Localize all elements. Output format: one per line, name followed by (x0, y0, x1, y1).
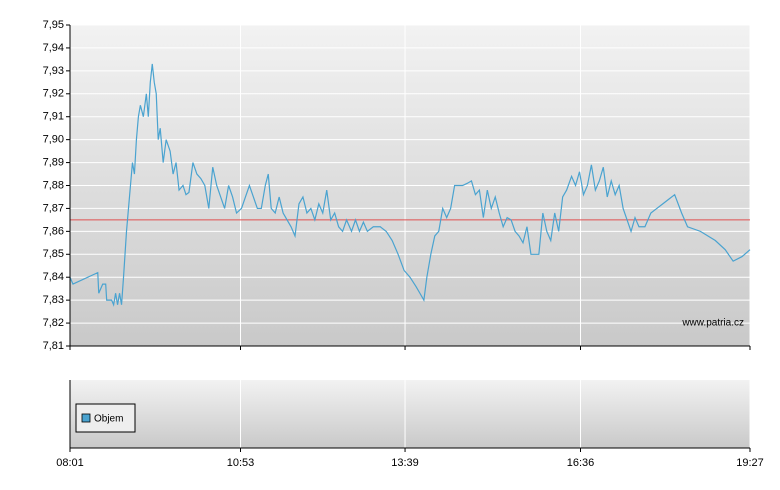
y-tick-label: 7,92 (43, 88, 64, 100)
legend-label: Objem (94, 414, 123, 425)
x-tick-label: 19:27 (736, 457, 764, 469)
y-tick-label: 7,95 (43, 19, 64, 31)
y-tick-label: 7,91 (43, 111, 64, 123)
volume-area (70, 380, 750, 448)
legend-swatch (81, 413, 91, 423)
y-tick-label: 7,87 (43, 202, 64, 214)
watermark: www.patria.cz (681, 318, 744, 329)
y-tick-label: 7,84 (43, 271, 64, 283)
y-tick-label: 7,93 (43, 65, 64, 77)
x-tick-label: 08:01 (56, 457, 84, 469)
x-tick-label: 10:53 (227, 457, 255, 469)
y-tick-label: 7,81 (43, 340, 64, 352)
y-tick-label: 7,86 (43, 225, 64, 237)
x-tick-label: 13:39 (391, 457, 419, 469)
y-tick-label: 7,83 (43, 294, 64, 306)
price-line (69, 63, 751, 307)
y-tick-label: 7,89 (43, 156, 64, 168)
x-tick-label: 16:36 (567, 457, 595, 469)
y-tick-label: 7,85 (43, 248, 64, 260)
y-tick-label: 7,90 (43, 134, 64, 146)
y-tick-label: 7,94 (43, 42, 64, 54)
y-tick-label: 7,82 (43, 317, 64, 329)
y-tick-label: 7,88 (43, 179, 64, 191)
